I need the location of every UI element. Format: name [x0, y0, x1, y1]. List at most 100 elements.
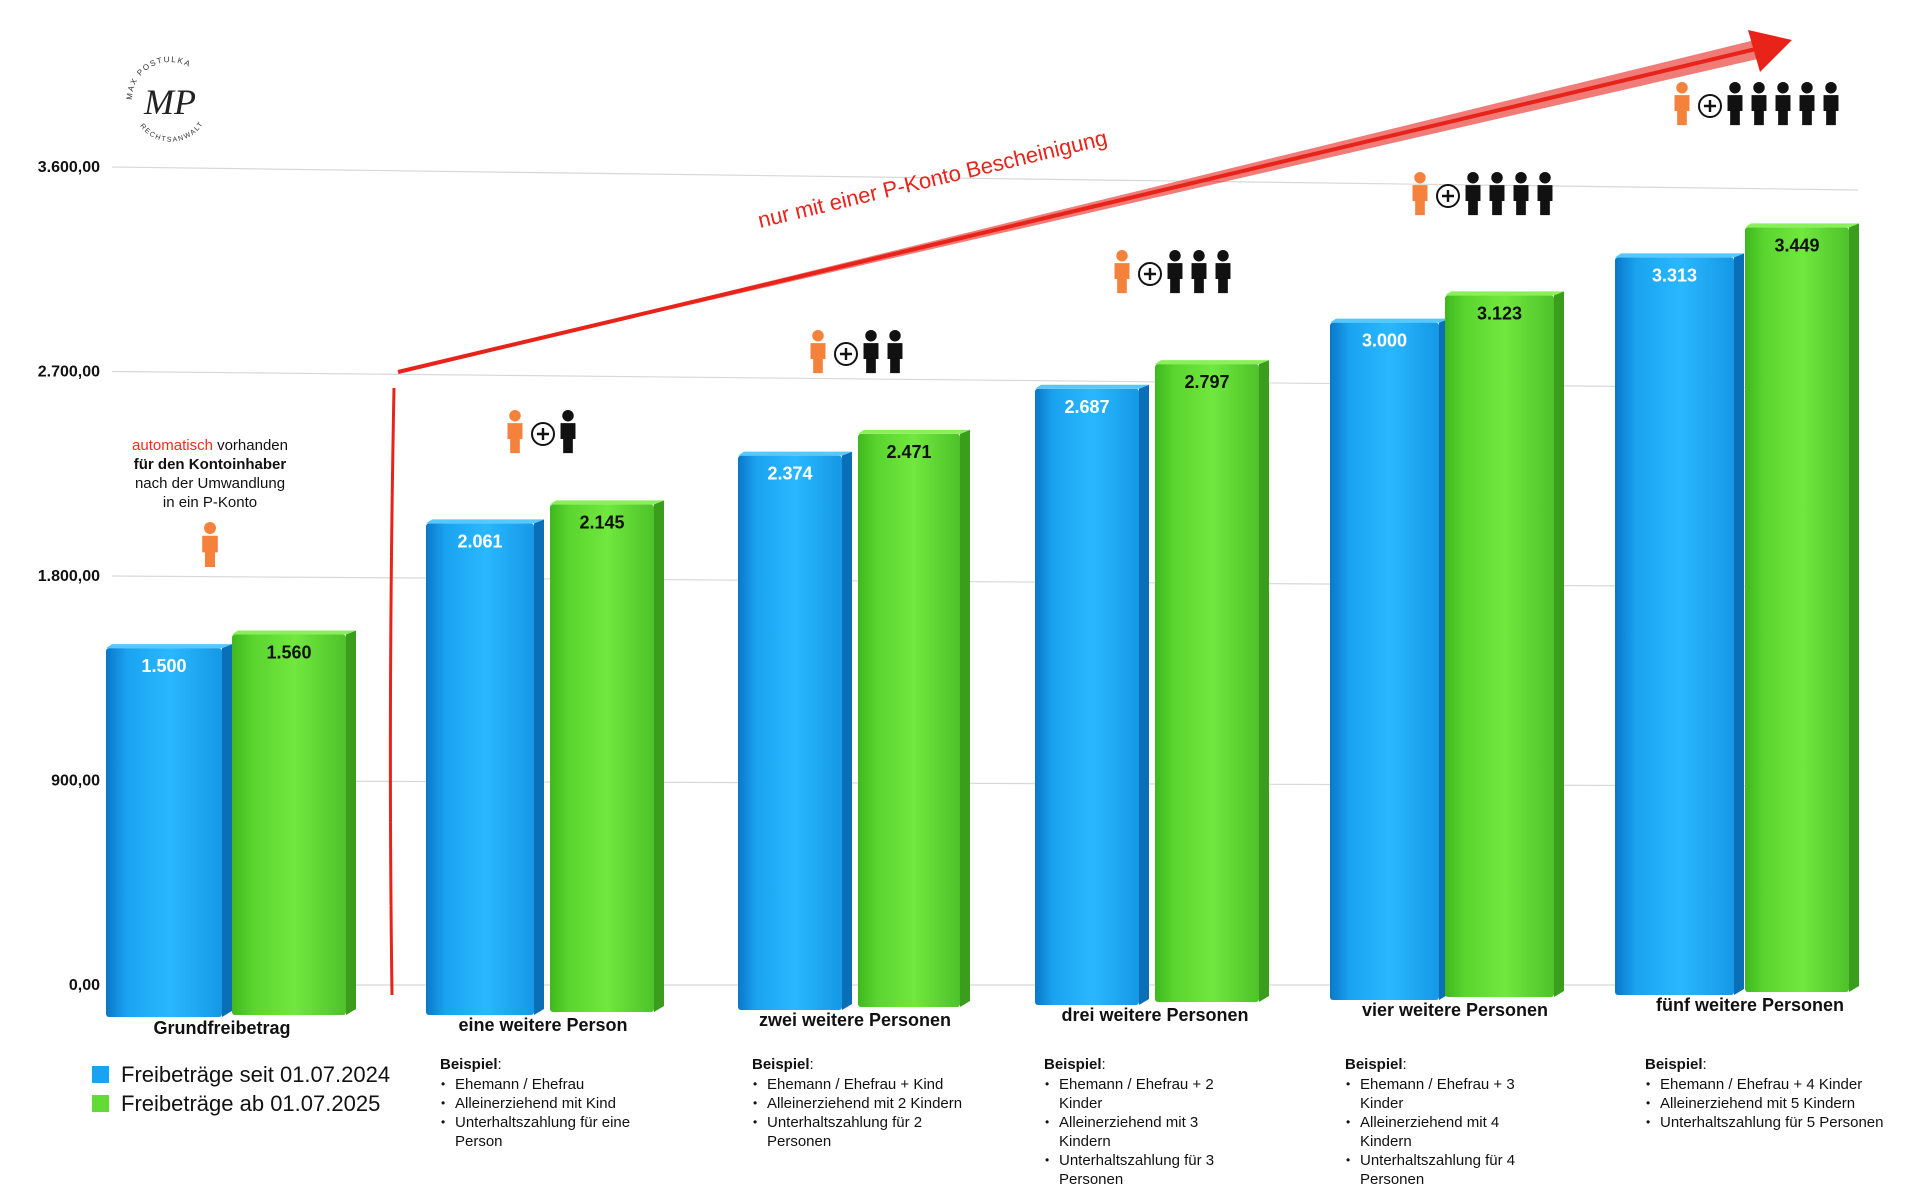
bar-top	[1745, 223, 1859, 228]
gridline	[111, 779, 1859, 787]
bar-top	[738, 451, 852, 456]
legend: Freibeträge seit 01.07.2024 Freibeträge …	[92, 1060, 390, 1118]
person-black-icon	[887, 330, 903, 374]
bar-top	[1035, 384, 1149, 389]
value-label: 3.000	[1362, 331, 1407, 351]
legend-label: Freibeträge ab 01.07.2025	[121, 1090, 381, 1116]
gridline	[111, 166, 1859, 191]
example-item: Alleinerziehend mit 4 Kindern	[1345, 1113, 1545, 1151]
bar-side	[842, 451, 852, 1010]
person-black-icon	[1537, 172, 1553, 216]
person-orange-icon	[202, 522, 218, 568]
bar-top	[1330, 318, 1449, 323]
value-label: 1.560	[266, 643, 311, 663]
bar-2025-1	[550, 504, 654, 1012]
bar-side	[1139, 384, 1149, 1006]
gridline	[111, 575, 1859, 589]
example-box-3: Beispiel: Ehemann / Ehefrau + 2 Kinder A…	[1044, 1055, 1244, 1189]
person-black-icon	[1191, 250, 1207, 294]
example-item: Ehemann / Ehefrau + 3 Kinder	[1345, 1075, 1545, 1113]
example-item: Ehemann / Ehefrau	[440, 1075, 670, 1094]
logo: MAX POSTULKA RECHTSANWALT MP	[118, 48, 222, 152]
person-black-icon	[863, 330, 879, 374]
example-item: Unterhaltszahlung für 2 Personen	[752, 1113, 967, 1151]
person-black-icon	[1823, 82, 1839, 126]
arrow-head-icon	[1748, 30, 1792, 72]
bar-side	[1259, 360, 1269, 1002]
example-title: Beispiel	[440, 1056, 498, 1073]
value-label: 2.061	[457, 531, 502, 551]
example-item: Ehemann / Ehefrau + 2 Kinder	[1044, 1075, 1244, 1113]
example-title: Beispiel	[1645, 1056, 1703, 1073]
example-box-1: Beispiel: Ehemann / Ehefrau Alleinerzieh…	[440, 1055, 670, 1151]
example-box-5: Beispiel: Ehemann / Ehefrau + 4 Kinder A…	[1645, 1055, 1885, 1132]
category-label-5: fünf weitere Personen	[1655, 995, 1845, 1015]
bar-2024-0	[106, 648, 222, 1017]
y-tick-label: 1.800,00	[38, 568, 100, 585]
person-orange-icon	[1412, 172, 1428, 216]
example-item: Unterhaltszahlung für 3 Personen	[1044, 1151, 1244, 1189]
legend-item-2024: Freibeträge seit 01.07.2024	[92, 1060, 390, 1089]
bar-2025-5	[1745, 227, 1849, 993]
red-vertical-stroke	[388, 387, 396, 996]
value-label: 2.797	[1184, 372, 1229, 392]
bar-side	[1554, 291, 1564, 997]
example-box-4: Beispiel: Ehemann / Ehefrau + 3 Kinder A…	[1345, 1055, 1545, 1189]
bar-side	[1734, 253, 1744, 996]
bar-top	[1155, 360, 1269, 365]
category-label-0: Grundfreibetrag	[153, 1018, 291, 1038]
example-title: Beispiel	[1044, 1056, 1102, 1073]
person-black-icon	[1751, 82, 1767, 126]
value-label: 3.449	[1774, 235, 1819, 255]
circled-plus-icon	[531, 422, 555, 446]
legend-item-2025: Freibeträge ab 01.07.2025	[92, 1089, 390, 1118]
example-item: Alleinerziehend mit 2 Kindern	[752, 1094, 967, 1113]
example-title: Beispiel	[752, 1056, 810, 1073]
bar-top	[858, 429, 970, 434]
person-black-icon	[1465, 172, 1481, 216]
person-orange-icon	[1674, 82, 1690, 126]
auto-note-highlight: automatisch	[132, 437, 213, 454]
bar-top	[550, 500, 664, 505]
bar-2024-4	[1330, 322, 1439, 1001]
bar-2025-2	[858, 433, 960, 1008]
example-item: Unterhaltszahlung für 4 Personen	[1345, 1151, 1545, 1189]
example-item: Unterhaltszahlung für 5 Personen	[1645, 1113, 1885, 1132]
bar-2024-1	[426, 523, 534, 1015]
circled-plus-icon	[1698, 94, 1722, 118]
y-tick-label: 0,00	[69, 977, 100, 994]
y-tick-label: 2.700,00	[38, 364, 100, 381]
person-black-icon	[1513, 172, 1529, 216]
person-orange-icon	[1114, 250, 1130, 294]
circled-plus-icon	[1436, 184, 1460, 208]
bar-2024-3	[1035, 388, 1139, 1006]
bar-top	[232, 630, 356, 635]
person-black-icon	[1799, 82, 1815, 126]
value-label: 3.313	[1652, 265, 1697, 285]
example-item: Ehemann / Ehefrau + Kind	[752, 1075, 967, 1094]
y-tick-label: 900,00	[51, 773, 100, 790]
bar-top	[426, 519, 544, 524]
category-label-4: vier weitere Personen	[1361, 1000, 1549, 1020]
person-orange-icon	[507, 410, 523, 454]
example-item: Alleinerziehend mit Kind	[440, 1094, 670, 1113]
circled-plus-icon	[1138, 262, 1162, 286]
person-black-icon	[1727, 82, 1743, 126]
category-label-3: drei weitere Personen	[1061, 1005, 1249, 1025]
bar-side	[346, 630, 356, 1015]
circled-plus-icon	[834, 342, 858, 366]
category-label-2: zwei weitere Personen	[758, 1010, 952, 1030]
legend-label: Freibeträge seit 01.07.2024	[121, 1061, 391, 1087]
bar-side	[1849, 223, 1859, 993]
bar-2024-5	[1615, 257, 1734, 996]
bar-side	[654, 500, 664, 1012]
logo-monogram: MP	[143, 82, 196, 122]
person-black-icon	[1775, 82, 1791, 126]
value-label: 2.374	[767, 464, 812, 484]
value-label: 2.687	[1064, 397, 1109, 417]
example-item: Ehemann / Ehefrau + 4 Kinder	[1645, 1075, 1885, 1094]
gridline	[111, 370, 1859, 390]
person-black-icon	[1167, 250, 1183, 294]
person-orange-icon	[810, 330, 826, 374]
